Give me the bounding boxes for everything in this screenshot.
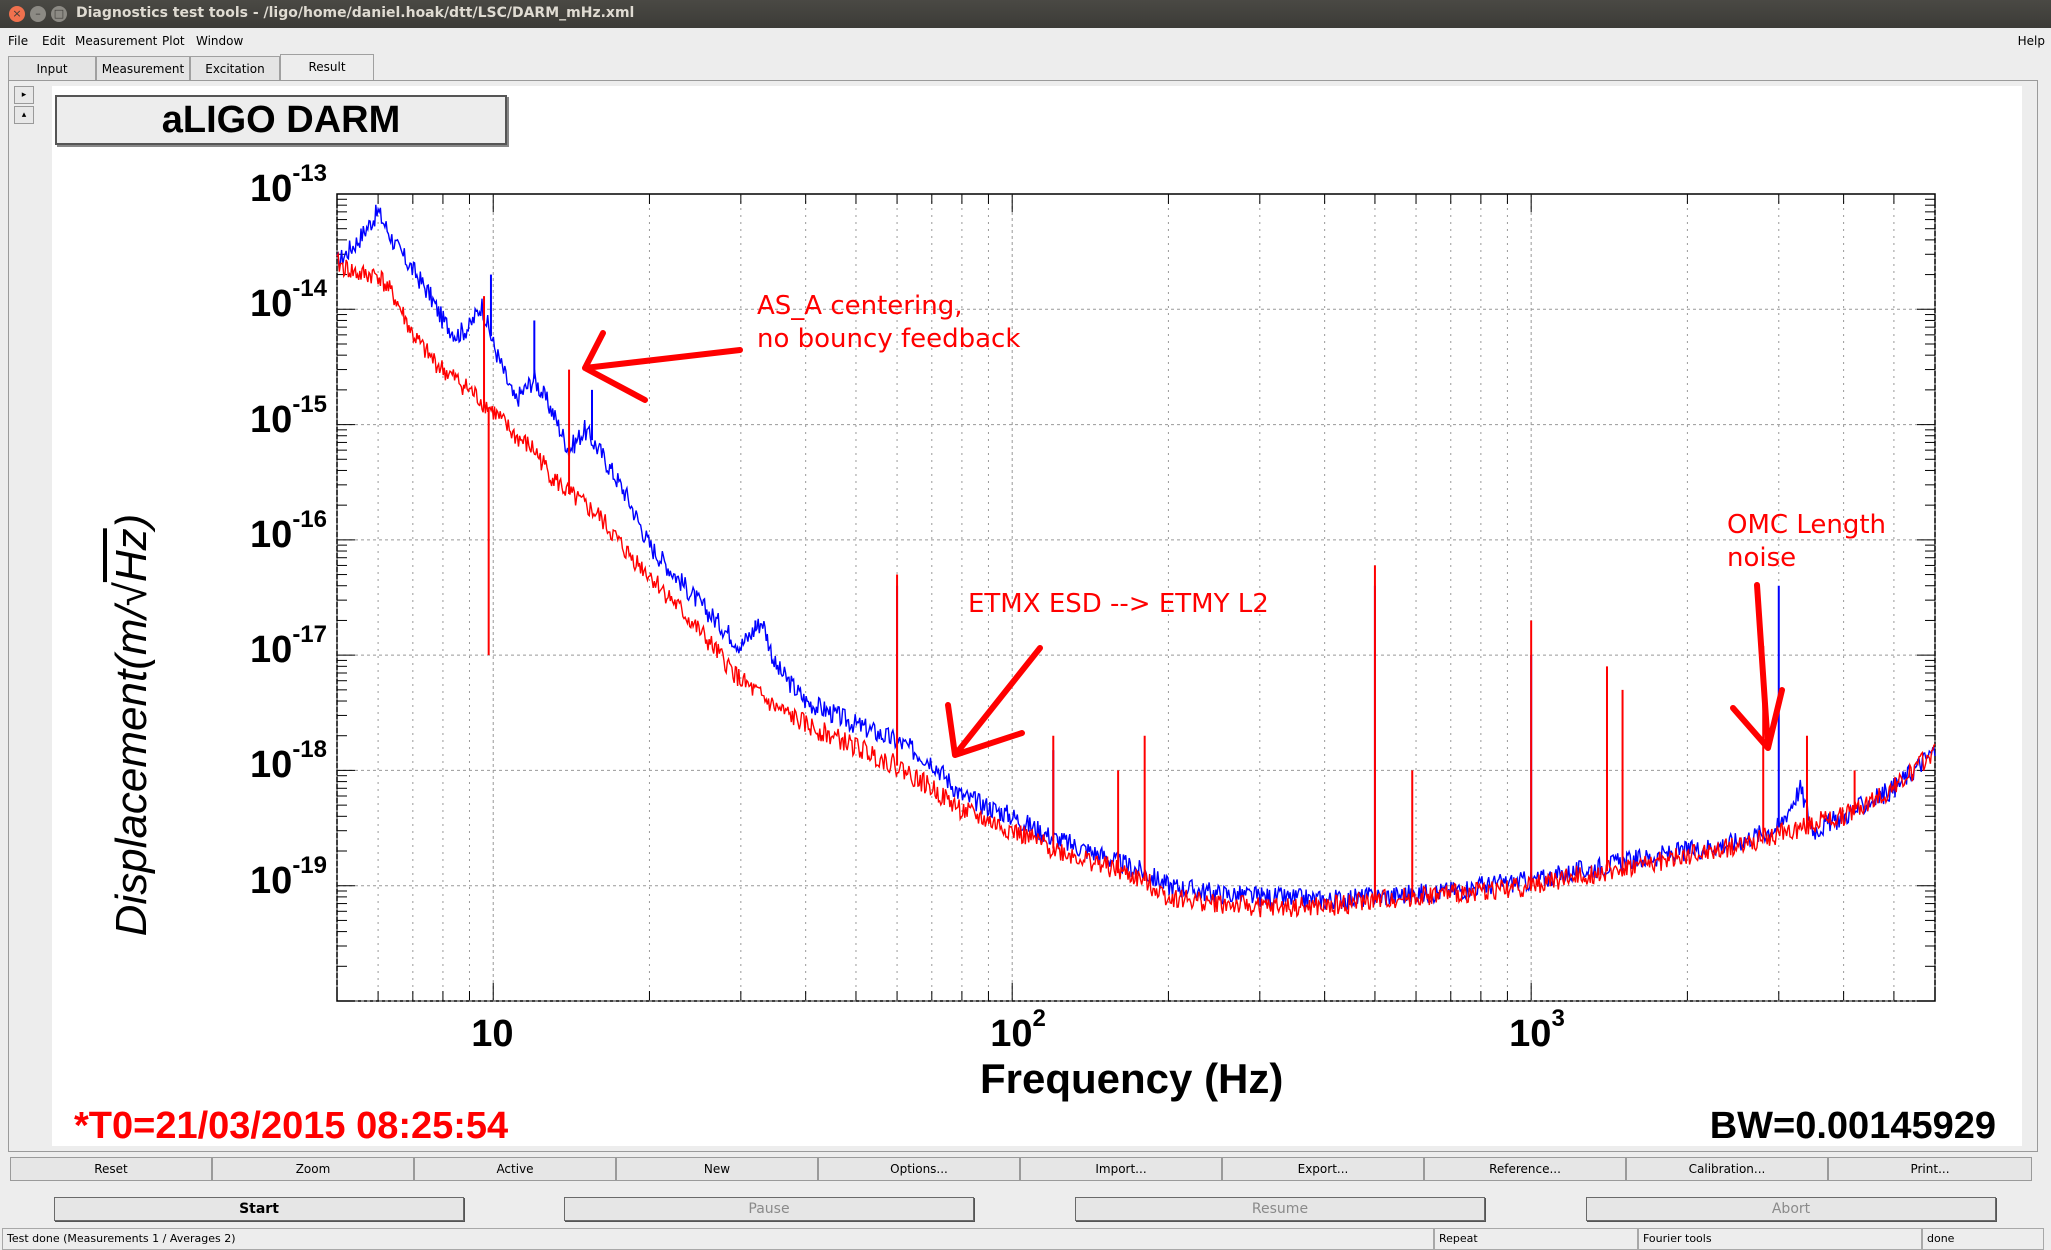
annotation-omc-line1: OMC Length [1727,510,1886,540]
menu-plot[interactable]: Plot [162,34,185,48]
x-axis-label: Frequency (Hz) [980,1055,1284,1102]
abort-button[interactable]: Abort [1586,1197,1996,1221]
annotation-arrow-as-a [582,330,743,403]
close-icon: × [12,7,22,20]
x-tick-exponent: 3 [1551,1005,1565,1032]
tab-result[interactable]: Result [280,54,374,80]
options-button[interactable]: Options... [818,1157,1020,1181]
bandwidth-readout: BW=0.00145929 [1709,1105,1996,1147]
y-tick-base: 10 [250,398,293,441]
import-button[interactable]: Import... [1020,1157,1222,1181]
start-button[interactable]: Start [54,1197,464,1221]
y-tick-exponent: -17 [292,621,327,649]
annotation-as-a-line1: AS_A centering, [757,291,963,321]
reset-button[interactable]: Reset [10,1157,212,1181]
y-tick-label: 10-13 [207,160,327,211]
y-axis-label-radicand: Hz [107,528,156,583]
y-tick-base: 10 [250,629,293,672]
y-tick-label: 10-14 [207,275,327,326]
annotation-as-a-line2: no bouncy feedback [757,324,1021,354]
x-tick-base: 10 [990,1013,1033,1055]
window-title: Diagnostics test tools - /ligo/home/dani… [76,5,635,21]
minimize-window-button[interactable]: – [30,6,46,22]
print-button[interactable]: Print... [1828,1157,2032,1181]
y-tick-exponent: -18 [292,736,327,764]
plot-frame [336,193,1936,1002]
y-tick-label: 10-15 [207,391,327,442]
scroll-up-button[interactable]: ▴ [14,106,34,124]
x-tick-label: 10 [471,1013,513,1056]
reference-button[interactable]: Reference... [1424,1157,1626,1181]
x-tick-label: 103 [1509,1005,1565,1056]
arrow-up-icon: ▴ [21,110,27,120]
y-axis-label-prefix: Displacement(m/ [107,606,156,937]
y-tick-base: 10 [250,283,293,326]
calibration-button[interactable]: Calibration... [1626,1157,1828,1181]
resume-button[interactable]: Resume [1075,1197,1485,1221]
annotation-arrow-omc [1730,582,1785,751]
status-state: done [1922,1228,2044,1250]
y-tick-base: 10 [250,168,293,210]
window-titlebar: × – □ Diagnostics test tools - /ligo/hom… [0,0,2051,28]
scroll-right-button[interactable]: ▸ [14,86,34,104]
status-tool: Fourier tools [1638,1228,1922,1250]
y-tick-label: 10-16 [207,506,327,557]
plot-toolbar: Reset Zoom Active New Options... Import.… [10,1157,2042,1181]
y-tick-label: 10-17 [207,621,327,672]
menu-measurement[interactable]: Measurement [75,34,158,48]
status-message: Test done (Measurements 1 / Averages 2) [2,1228,1434,1250]
menu-file[interactable]: File [8,34,29,48]
y-tick-label: 10-18 [207,736,327,787]
active-button[interactable]: Active [414,1157,616,1181]
menu-window[interactable]: Window [196,34,244,48]
annotation-as-a: AS_A centering, no bouncy feedback [757,290,1020,356]
x-tick-label: 102 [990,1005,1046,1056]
y-tick-base: 10 [250,859,293,902]
new-button[interactable]: New [616,1157,818,1181]
t0-timestamp: *T0=21/03/2015 08:25:54 [74,1105,509,1147]
pause-button[interactable]: Pause [564,1197,974,1221]
menu-bar: File Edit Measurement Plot Window Help [0,28,2051,54]
menu-help[interactable]: Help [2017,34,2045,48]
zoom-button[interactable]: Zoom [212,1157,414,1181]
series-red-line [336,251,1936,919]
annotation-omc: OMC Length noise [1727,509,1886,575]
y-tick-exponent: -14 [292,275,327,303]
maximize-window-button[interactable]: □ [51,6,67,22]
plot-title: aLIGO DARM [55,95,507,145]
y-tick-base: 10 [250,513,293,556]
arrow-right-icon: ▸ [21,90,27,100]
tab-input[interactable]: Input [8,56,96,80]
export-button[interactable]: Export... [1222,1157,1424,1181]
minimize-icon: – [35,7,41,20]
run-toolbar: Start Pause Resume Abort [10,1195,2042,1225]
y-tick-exponent: -16 [292,505,327,533]
y-tick-label: 10-19 [207,852,327,903]
status-bar: Test done (Measurements 1 / Averages 2) … [0,1228,2051,1250]
maximize-icon: □ [53,7,65,20]
y-tick-exponent: -19 [292,851,327,879]
y-tick-exponent: -13 [292,160,327,187]
y-tick-base: 10 [250,744,293,787]
plot-scroll-control: ▸ ▴ [14,86,34,124]
annotation-arrow-etmx [945,645,1043,758]
tab-excitation[interactable]: Excitation [190,56,280,80]
annotation-omc-line2: noise [1727,543,1797,573]
y-axis-label-suffix: ) [107,513,156,529]
annotation-etmx: ETMX ESD --> ETMY L2 [968,589,1269,619]
x-tick-base: 10 [471,1013,514,1055]
y-axis-label: Displacement(m/√Hz) [107,475,157,975]
sqrt-symbol: √ [107,582,156,607]
y-tick-exponent: -15 [292,390,327,418]
close-window-button[interactable]: × [9,6,25,22]
tab-measurement[interactable]: Measurement [96,56,190,80]
status-repeat: Repeat [1434,1228,1638,1250]
x-tick-exponent: 2 [1032,1005,1046,1032]
x-tick-base: 10 [1509,1013,1552,1055]
menu-edit[interactable]: Edit [42,34,66,48]
